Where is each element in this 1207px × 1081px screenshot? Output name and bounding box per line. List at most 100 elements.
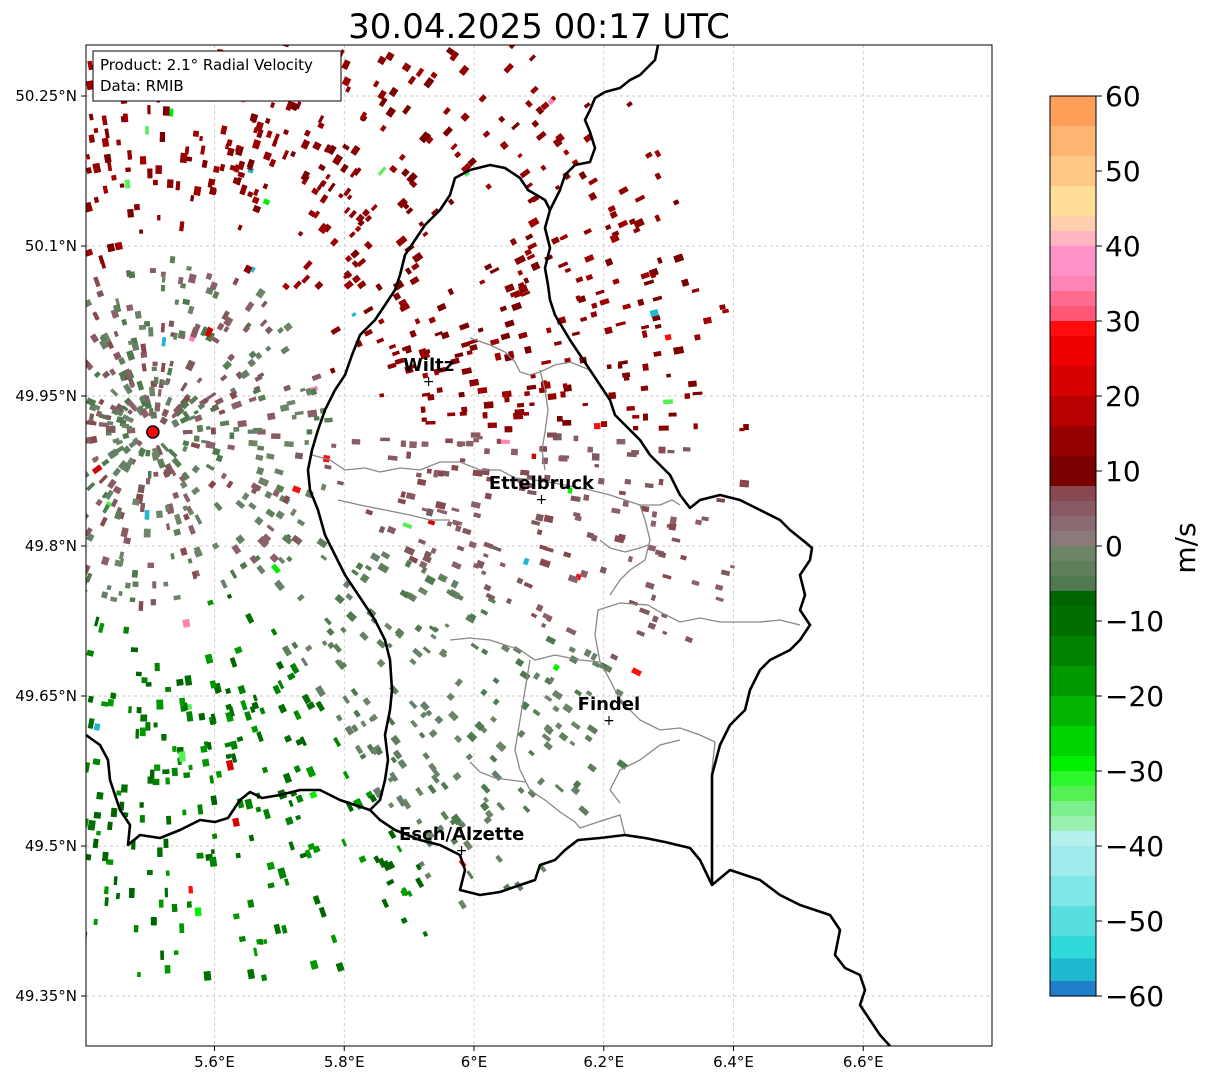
velocity-pixel bbox=[263, 938, 268, 945]
velocity-pixel bbox=[440, 811, 449, 821]
velocity-pixel bbox=[489, 266, 500, 275]
velocity-pixel bbox=[454, 734, 463, 744]
velocity-pixel bbox=[377, 55, 387, 65]
velocity-pixel bbox=[145, 449, 151, 457]
velocity-pixel bbox=[605, 224, 612, 231]
velocity-pixel bbox=[165, 396, 173, 407]
velocity-pixel bbox=[448, 198, 455, 206]
city: +Findel bbox=[578, 694, 641, 729]
velocity-pixel bbox=[96, 830, 101, 836]
velocity-pixel bbox=[557, 416, 563, 422]
velocity-pixel bbox=[342, 695, 350, 704]
velocity-pixel bbox=[424, 829, 435, 840]
velocity-pixel bbox=[87, 819, 96, 831]
velocity-pixel bbox=[116, 892, 120, 900]
luxembourg-west-border bbox=[306, 168, 714, 897]
velocity-pixel bbox=[219, 163, 226, 172]
velocity-pixel bbox=[530, 261, 541, 271]
velocity-pixel bbox=[234, 646, 243, 654]
velocity-pixel bbox=[388, 802, 395, 809]
velocity-pixel bbox=[259, 319, 268, 328]
velocity-pixel bbox=[107, 698, 114, 707]
velocity-pixel bbox=[99, 338, 110, 350]
velocity-pixel bbox=[153, 471, 159, 477]
velocity-pixel bbox=[269, 553, 279, 563]
velocity-pixel bbox=[584, 254, 595, 263]
velocity-pixel bbox=[128, 381, 135, 389]
velocity-pixel bbox=[98, 398, 105, 406]
velocity-pixel bbox=[338, 192, 344, 199]
velocity-pixel bbox=[514, 409, 525, 416]
velocity-pixel bbox=[187, 305, 195, 315]
velocity-pixel bbox=[250, 482, 262, 492]
velocity-pixel bbox=[385, 106, 396, 118]
velocity-pixel bbox=[155, 165, 162, 175]
velocity-pixel bbox=[254, 352, 263, 360]
velocity-pixel bbox=[446, 47, 455, 56]
velocity-pixel bbox=[248, 834, 255, 842]
velocity-pixel bbox=[492, 677, 500, 685]
colorbar-tick-label: −30 bbox=[1105, 755, 1164, 788]
velocity-pixel bbox=[116, 416, 125, 424]
velocity-pixel bbox=[259, 939, 264, 945]
velocity-pixel bbox=[121, 784, 128, 793]
velocity-pixel bbox=[341, 76, 352, 87]
velocity-pixel bbox=[468, 378, 480, 387]
velocity-pixel bbox=[364, 564, 372, 572]
velocity-pixel bbox=[393, 749, 403, 760]
velocity-pixel bbox=[338, 662, 348, 670]
velocity-pixel bbox=[314, 280, 324, 290]
velocity-pixel bbox=[547, 432, 557, 438]
velocity-pixel bbox=[210, 427, 217, 435]
velocity-pixel bbox=[380, 551, 391, 560]
velocity-pixel bbox=[257, 372, 265, 379]
velocity-pixel bbox=[422, 231, 429, 237]
velocity-pixel bbox=[101, 701, 109, 707]
velocity-pixel bbox=[166, 523, 171, 531]
velocity-pixel bbox=[403, 545, 416, 556]
velocity-pixel bbox=[536, 529, 543, 536]
velocity-pixel bbox=[482, 130, 491, 138]
velocity-pixel bbox=[528, 749, 535, 757]
velocity-pixel bbox=[612, 278, 620, 285]
velocity-pixel bbox=[681, 278, 690, 287]
velocity-pixel bbox=[182, 445, 188, 453]
velocity-pixel bbox=[161, 274, 166, 283]
velocity-pixel bbox=[106, 584, 112, 591]
velocity-pixel bbox=[188, 273, 197, 284]
city: +Ettelbruck bbox=[489, 473, 595, 508]
velocity-pixel bbox=[171, 904, 178, 912]
velocity-pixel bbox=[401, 345, 412, 352]
velocity-pixel bbox=[640, 271, 650, 280]
velocity-pixel bbox=[517, 729, 526, 738]
velocity-pixel bbox=[271, 433, 281, 440]
velocity-pixel bbox=[87, 695, 94, 703]
velocity-pixel bbox=[239, 369, 250, 380]
velocity-pixel bbox=[88, 404, 97, 412]
velocity-pixel bbox=[125, 582, 131, 589]
velocity-pixel bbox=[720, 569, 731, 576]
velocity-pixel bbox=[331, 443, 337, 448]
velocity-pixel bbox=[106, 859, 114, 865]
velocity-pixel bbox=[481, 648, 489, 656]
velocity-pixel bbox=[86, 854, 92, 861]
velocity-pixel bbox=[264, 490, 273, 499]
velocity-pixel bbox=[188, 764, 193, 771]
velocity-pixel bbox=[291, 414, 297, 420]
velocity-pixel bbox=[128, 887, 135, 898]
velocity-pixel bbox=[161, 379, 169, 386]
velocity-pixel bbox=[261, 300, 268, 308]
velocity-pixel bbox=[288, 841, 295, 851]
velocity-pixel bbox=[251, 701, 259, 710]
velocity-pixel bbox=[573, 512, 581, 518]
velocity-pixel bbox=[92, 162, 102, 174]
velocity-pixel bbox=[452, 519, 463, 526]
velocity-pixel bbox=[362, 697, 371, 706]
velocity-pixel bbox=[341, 838, 348, 847]
velocity-pixel bbox=[270, 563, 281, 574]
velocity-pixel bbox=[552, 433, 562, 441]
velocity-pixel bbox=[399, 589, 410, 599]
velocity-pixel bbox=[157, 388, 162, 397]
velocity-pixel bbox=[588, 177, 599, 186]
velocity-pixel bbox=[222, 360, 232, 370]
